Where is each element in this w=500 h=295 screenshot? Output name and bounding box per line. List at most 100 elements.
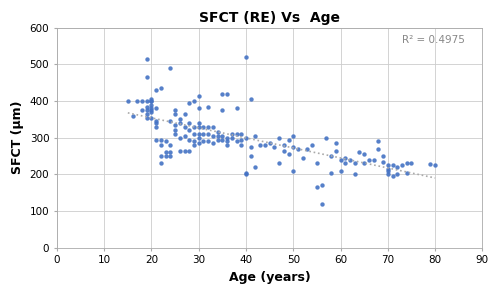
Point (186, 137, 194, 142)
Point (238, 143, 246, 148)
Point (190, 124, 198, 129)
Point (194, 106, 202, 111)
Point (388, 174, 396, 178)
Point (327, 154, 335, 158)
Point (171, 112, 179, 116)
Point (408, 161, 416, 166)
Point (218, 108, 226, 112)
Point (176, 117, 184, 122)
Point (214, 130, 222, 135)
Point (332, 141, 340, 145)
Point (266, 141, 274, 145)
Point (223, 135, 231, 140)
Point (204, 139, 212, 144)
Text: R² = 0.4975: R² = 0.4975 (402, 35, 465, 45)
Title: SFCT (RE) Vs  Age: SFCT (RE) Vs Age (199, 11, 340, 25)
Point (223, 143, 231, 148)
Point (142, 108, 150, 112)
Point (162, 139, 170, 144)
Point (384, 163, 392, 168)
Point (171, 122, 179, 127)
Point (157, 154, 165, 158)
Point (402, 170, 410, 175)
Point (365, 157, 373, 162)
Point (194, 93, 202, 98)
Point (142, 115, 150, 120)
Point (275, 135, 283, 140)
Y-axis label: SFCT (μm): SFCT (μm) (11, 101, 24, 174)
Point (327, 170, 335, 175)
Point (261, 143, 269, 148)
Point (318, 183, 326, 188)
Point (374, 146, 382, 151)
Point (284, 152, 292, 157)
Point (242, 170, 250, 175)
Point (313, 161, 321, 166)
Point (190, 132, 198, 136)
Point (218, 133, 226, 138)
Point (152, 106, 160, 111)
Point (148, 115, 156, 120)
Point (138, 108, 146, 112)
Point (374, 139, 382, 144)
Point (270, 145, 278, 149)
Point (393, 165, 401, 169)
Point (313, 185, 321, 190)
Point (166, 119, 174, 124)
Point (322, 135, 330, 140)
Point (246, 145, 254, 149)
Point (148, 97, 156, 101)
X-axis label: Age (years): Age (years) (229, 271, 310, 284)
Point (180, 148, 188, 153)
Point (148, 102, 156, 107)
Point (298, 155, 306, 160)
Point (256, 143, 264, 148)
Point (398, 163, 406, 168)
Point (200, 124, 207, 129)
Point (350, 172, 358, 177)
Point (148, 108, 156, 112)
Point (242, 135, 250, 140)
Point (162, 150, 170, 155)
Point (166, 66, 174, 71)
Point (388, 163, 396, 168)
Point (209, 133, 217, 138)
Point (246, 97, 254, 101)
Point (426, 162, 434, 166)
Point (370, 157, 378, 162)
Point (152, 121, 160, 125)
Point (290, 133, 298, 138)
Point (384, 166, 392, 171)
Point (204, 124, 212, 129)
Point (232, 106, 240, 111)
Point (176, 135, 184, 140)
Point (280, 143, 288, 148)
Point (180, 124, 188, 129)
Point (186, 128, 194, 133)
Point (384, 172, 392, 177)
Point (232, 139, 240, 144)
Point (318, 201, 326, 206)
Point (304, 146, 312, 151)
Point (209, 124, 217, 129)
Point (142, 99, 150, 103)
Point (138, 99, 146, 103)
Point (360, 152, 368, 157)
Point (200, 132, 207, 136)
Point (152, 119, 160, 124)
Point (142, 75, 150, 80)
Point (284, 137, 292, 142)
Point (194, 141, 202, 145)
Point (252, 165, 260, 169)
Point (190, 99, 198, 103)
Point (194, 124, 202, 129)
Point (194, 135, 202, 140)
Point (209, 141, 217, 145)
Point (186, 148, 194, 153)
Point (246, 154, 254, 158)
Point (223, 91, 231, 96)
Point (180, 133, 188, 138)
Point (171, 128, 179, 133)
Point (190, 143, 198, 148)
Point (204, 132, 212, 136)
